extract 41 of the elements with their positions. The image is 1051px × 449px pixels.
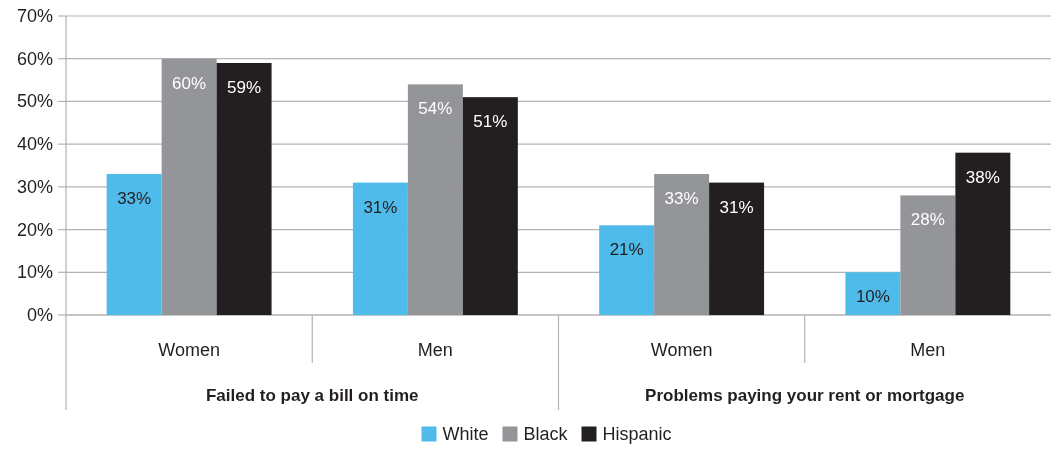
bar	[654, 174, 710, 315]
y-tick-label: 10%	[16, 262, 53, 283]
data-label: 10%	[855, 287, 890, 307]
y-tick-label: 0%	[26, 305, 53, 325]
x-tick-label: Women	[650, 340, 713, 360]
bar	[462, 97, 518, 315]
bar	[352, 182, 408, 315]
x-tick-label: Men	[910, 340, 946, 360]
x-tick-label: Women	[158, 340, 220, 360]
bar	[216, 62, 272, 315]
y-tick-label: 50%	[16, 91, 53, 112]
bar	[407, 84, 463, 315]
data-label: 21%	[609, 240, 644, 260]
bar	[106, 174, 162, 315]
bar	[845, 272, 901, 315]
text: Problems paying your rent or mortgage	[645, 385, 965, 405]
data-label: 54%	[418, 99, 453, 119]
data-label: 31%	[363, 197, 398, 217]
x-tick-label: Men	[417, 340, 453, 360]
bar	[900, 195, 956, 315]
data-label: 59%	[227, 77, 262, 97]
legend-label: Hispanic	[602, 424, 672, 444]
data-label: 60%	[172, 73, 207, 93]
legend-label: Black	[523, 424, 569, 444]
bar	[599, 225, 655, 315]
data-label: 28%	[910, 210, 945, 230]
data-label: 33%	[664, 189, 699, 209]
bar	[161, 58, 217, 315]
text: Failed to pay a bill on time	[205, 385, 419, 405]
y-tick-label: 20%	[16, 219, 53, 240]
y-tick-label: 40%	[16, 134, 53, 155]
data-label: 51%	[473, 112, 508, 132]
data-label: 31%	[719, 197, 754, 217]
bar	[955, 152, 1011, 315]
data-label: 38%	[965, 167, 1000, 187]
y-tick-label: 30%	[16, 176, 53, 197]
bar	[709, 182, 765, 315]
legend-label: White	[442, 424, 489, 444]
y-tick-label: 70%	[16, 6, 53, 26]
y-tick-label: 60%	[16, 48, 53, 69]
data-label: 33%	[117, 189, 152, 209]
